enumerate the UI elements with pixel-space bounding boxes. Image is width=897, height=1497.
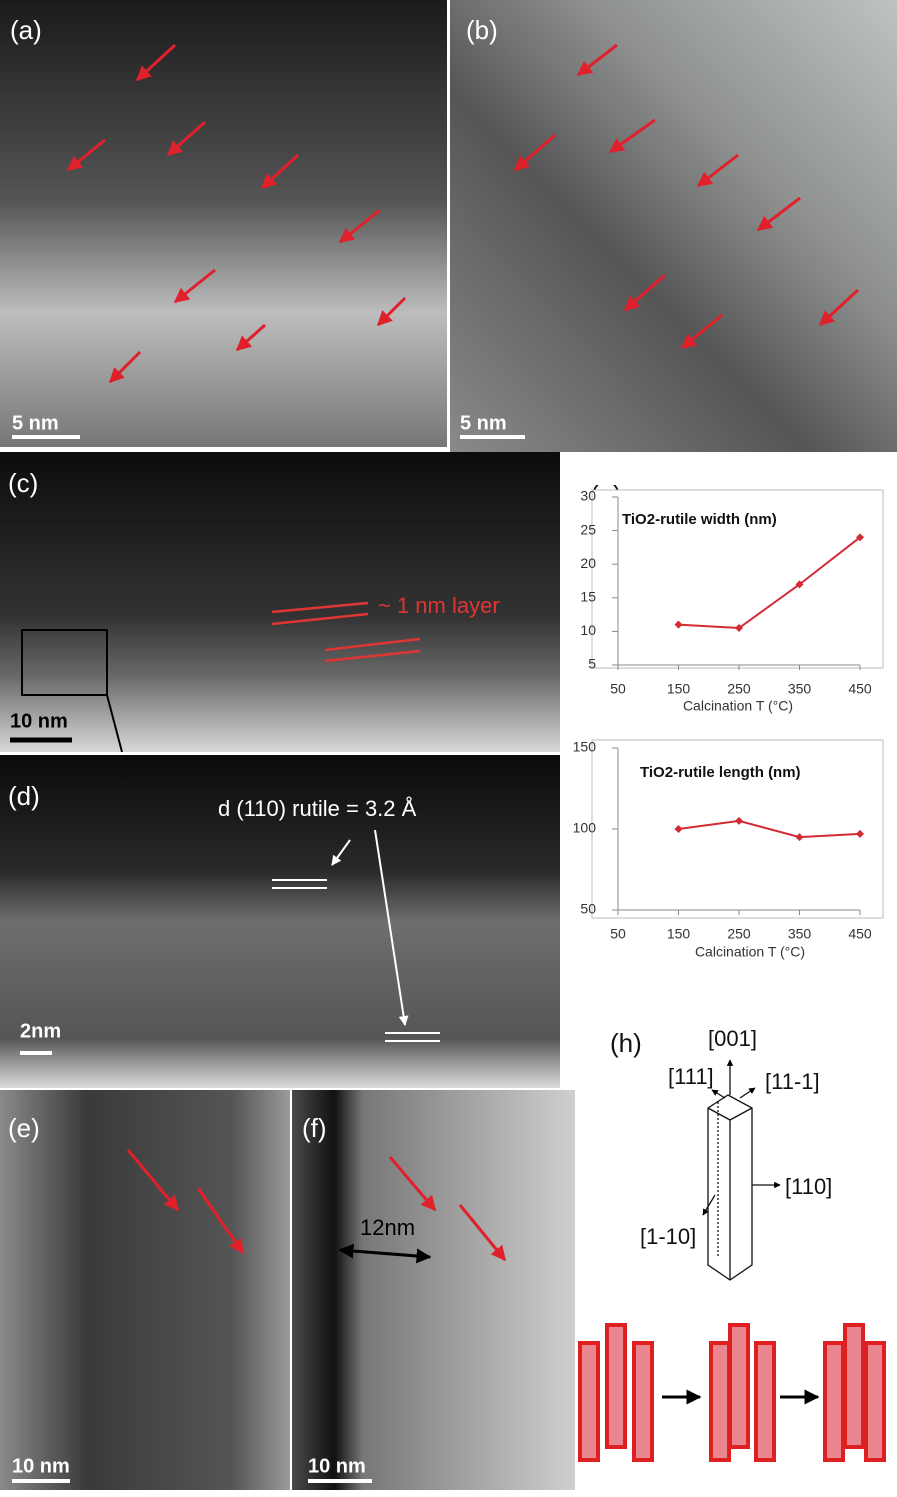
chart-frame — [591, 739, 884, 919]
arrow — [376, 296, 407, 327]
x-tick-label: 250 — [727, 681, 751, 697]
arrows — [66, 43, 860, 1262]
x-tick-label: 250 — [727, 926, 751, 942]
chart-frame — [591, 489, 884, 669]
micrograph — [450, 0, 897, 452]
micrograph — [0, 1090, 290, 1490]
x-tick-label: 350 — [788, 681, 812, 697]
annotation: ~ 1 nm layer — [378, 593, 500, 618]
panel-label: (h) — [610, 1028, 642, 1058]
arrow — [818, 288, 860, 327]
arrow — [108, 350, 142, 384]
x-tick-label: 50 — [610, 926, 626, 942]
direction-label: [110] — [785, 1174, 832, 1199]
data-line — [678, 536, 861, 630]
data-point — [795, 833, 804, 842]
panel-label: (a) — [10, 15, 42, 45]
arrow — [623, 273, 666, 312]
direction-label: [111] — [668, 1064, 714, 1089]
arrow — [458, 1204, 507, 1262]
arrow — [513, 133, 556, 172]
inset-line — [106, 694, 123, 753]
panel-label: (b) — [466, 15, 498, 45]
scale-bar-label: 5 nm — [12, 412, 59, 434]
arrow — [338, 208, 381, 244]
scale-bar-label: 10 nm — [10, 710, 68, 732]
scale-bar-label: 2nm — [20, 1020, 61, 1042]
annotation: 12nm — [360, 1215, 415, 1240]
arrow — [196, 1187, 245, 1255]
panel-label: (d) — [8, 781, 40, 811]
arrow — [166, 120, 206, 157]
arrow — [135, 43, 177, 82]
y-tick-label: 20 — [580, 555, 596, 571]
y-tick-label: 50 — [580, 901, 596, 917]
y-tick-label: 15 — [580, 589, 596, 605]
arrow — [126, 1149, 180, 1212]
y-tick-label: 5 — [588, 656, 596, 672]
arrow — [66, 138, 106, 172]
direction-label: [1-10] — [640, 1224, 696, 1249]
dimension-arrow — [338, 1243, 432, 1264]
scale-bar-label: 5 nm — [460, 412, 507, 434]
panel-label: (e) — [8, 1113, 40, 1143]
data-line — [678, 819, 861, 839]
y-tick-label: 30 — [580, 488, 596, 504]
micrograph — [292, 1090, 575, 1490]
layer-lines — [271, 601, 421, 663]
direction-label: [001] — [708, 1026, 757, 1051]
panel-label: (f) — [302, 1113, 327, 1143]
arrow — [608, 118, 656, 154]
data-point — [674, 620, 683, 629]
y-tick-label: 150 — [573, 739, 597, 755]
x-axis-label: Calcination T (°C) — [683, 698, 793, 714]
scale-bar-label: 10 nm — [12, 1455, 70, 1477]
x-axis-label: Calcination T (°C) — [695, 944, 805, 960]
x-tick-label: 50 — [610, 681, 626, 697]
data-point — [856, 533, 864, 542]
direction-label: [11-1] — [765, 1069, 820, 1094]
data-point — [856, 829, 864, 838]
data-point — [735, 624, 743, 633]
chart-title: TiO2-rutile length (nm) — [640, 764, 801, 781]
y-tick-label: 100 — [573, 820, 597, 836]
lattice-lines — [272, 829, 440, 1042]
data-point — [735, 816, 743, 825]
x-tick-label: 450 — [848, 926, 872, 942]
data-point — [795, 580, 804, 589]
micrograph — [0, 755, 560, 1088]
inset-box — [21, 629, 108, 696]
arrow — [680, 313, 723, 350]
scale-bar-label: 10 nm — [308, 1455, 366, 1477]
y-tick-label: 25 — [580, 521, 596, 537]
panel-label: (c) — [8, 468, 38, 498]
chart-title: TiO2-rutile width (nm) — [622, 511, 777, 528]
arrow — [756, 196, 801, 232]
growth-scheme — [578, 1323, 886, 1462]
crystal-prism — [702, 1059, 781, 1281]
arrow — [235, 323, 266, 352]
arrow — [173, 268, 216, 304]
arrow — [696, 153, 739, 188]
micrograph — [0, 452, 560, 752]
arrow — [576, 43, 618, 77]
arrow — [388, 1156, 437, 1212]
y-tick-label: 10 — [580, 622, 596, 638]
x-tick-label: 350 — [788, 926, 812, 942]
x-tick-label: 150 — [667, 681, 691, 697]
arrow — [260, 153, 300, 190]
micrograph — [0, 0, 447, 447]
x-tick-label: 450 — [848, 681, 872, 697]
x-tick-label: 150 — [667, 926, 691, 942]
annotation: d (110) rutile = 3.2 Å — [218, 796, 417, 821]
data-point — [674, 825, 683, 833]
